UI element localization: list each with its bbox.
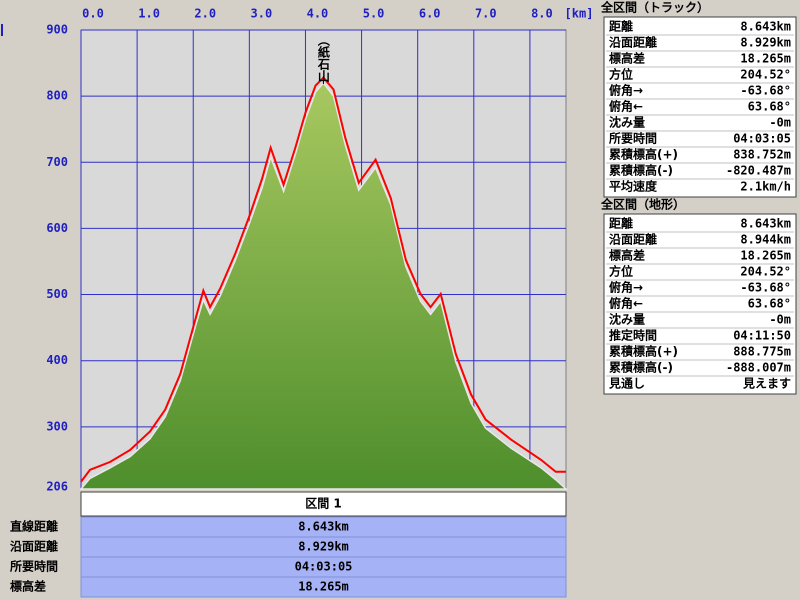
panel-row-label: 累積標高(-): [609, 360, 673, 375]
section-row-label: 沿面距離: [9, 539, 58, 554]
panel-row-value: 2.1km/h: [740, 180, 791, 194]
panel-box: [603, 213, 797, 395]
panel-row-label: 沈み量: [609, 312, 645, 327]
panel-row-value: 204.52°: [740, 265, 791, 279]
panel-row-value: 8.944km: [740, 233, 791, 247]
terrain-area: [79, 81, 568, 490]
x-tick-label: 1.0: [138, 7, 160, 21]
panel-row-value: 見えます: [742, 376, 791, 391]
panel-box: [603, 16, 797, 198]
panel-row-label: 俯角→: [609, 280, 643, 295]
section-row-value: 18.265m: [298, 580, 349, 594]
section-row-label: 標高差: [10, 579, 46, 594]
panel-title: 全区間（地形）: [600, 197, 685, 212]
track-line: [80, 76, 566, 483]
panel-row-label: 累積標高(-): [609, 163, 673, 178]
panel-row-value: 888.775m: [733, 345, 791, 359]
section-row-label: 直線距離: [10, 519, 58, 534]
panel-row-label: 距離: [609, 216, 633, 231]
panel-row-value: 04:03:05: [733, 132, 791, 146]
panel-row-value: -63.68°: [740, 281, 791, 295]
panel-row-value: 18.265m: [740, 52, 791, 66]
panel-row-value: 204.52°: [740, 68, 791, 82]
x-tick-label: 8.0: [531, 7, 553, 21]
panel-row-value: 63.68°: [748, 100, 791, 114]
section-row-value: 8.643km: [298, 520, 349, 534]
y-tick-label: 900: [46, 23, 68, 37]
panel-row-label: 俯角←: [609, 296, 643, 311]
y-tick-label: 300: [46, 419, 68, 433]
x-tick-label: 0.0: [82, 7, 104, 21]
y-tick-label: 800: [46, 89, 68, 103]
panel-row-value: -0m: [769, 313, 791, 327]
y-tick-label: 400: [46, 353, 68, 367]
panel-row-value: -0m: [769, 116, 791, 130]
panel-row-value: 838.752m: [733, 148, 791, 162]
panel-row-label: 累積標高(+): [609, 147, 678, 162]
x-tick-label: 5.0: [363, 7, 385, 21]
panel-row-value: 8.643km: [740, 20, 791, 34]
section-row-value: 8.929km: [298, 540, 349, 554]
panel-row-value: 8.929km: [740, 36, 791, 50]
panel-row-label: 標高差: [609, 51, 645, 66]
x-tick-label: 3.0: [251, 7, 273, 21]
section-row-value: 04:03:05: [295, 560, 353, 574]
peak-annotation: （紙石山: [316, 34, 330, 83]
panel-title: 全区間（トラック）: [600, 0, 709, 15]
panel-row-value: 04:11:50: [733, 329, 791, 343]
panel-row-label: 方位: [609, 264, 633, 279]
panel-row-value: -820.487m: [726, 164, 791, 178]
panel-row-label: 標高差: [609, 248, 645, 263]
x-tick-label: 6.0: [419, 7, 441, 21]
panel-row-label: 平均速度: [609, 179, 658, 194]
panel-row-label: 方位: [609, 67, 633, 82]
panel-row-label: 俯角→: [609, 83, 643, 98]
x-unit: [km]: [565, 7, 594, 21]
y-tick-label: 600: [46, 221, 68, 235]
panel-row-label: 推定時間: [609, 328, 657, 343]
y-tick-label: 500: [46, 287, 68, 301]
panel-row-label: 見通し: [608, 376, 645, 391]
panel-row-value: -63.68°: [740, 84, 791, 98]
section-row-label: 所要時間: [10, 559, 58, 574]
panel-row-label: 所要時間: [609, 131, 657, 146]
section-header-text: 区間 1: [305, 497, 342, 511]
panel-row-label: 累積標高(+): [609, 344, 678, 359]
section-header: [80, 491, 567, 517]
panel-row-value: 63.68°: [748, 297, 791, 311]
y-tick-label: 700: [46, 155, 68, 169]
panel-row-label: 距離: [609, 19, 633, 34]
section-row: [80, 576, 567, 598]
panel-row-label: 沿面距離: [608, 232, 657, 247]
panel-row-label: 沿面距離: [608, 35, 657, 50]
y-tick-label: 206: [46, 480, 68, 494]
x-tick-label: 2.0: [194, 7, 216, 21]
panel-row-value: 8.643km: [740, 217, 791, 231]
panel-row-label: 俯角←: [609, 99, 643, 114]
panel-row-label: 沈み量: [609, 115, 645, 130]
x-tick-label: 4.0: [307, 7, 329, 21]
panel-row-value: 18.265m: [740, 249, 791, 263]
panel-row-value: -888.007m: [726, 361, 791, 375]
x-tick-label: 7.0: [475, 7, 497, 21]
